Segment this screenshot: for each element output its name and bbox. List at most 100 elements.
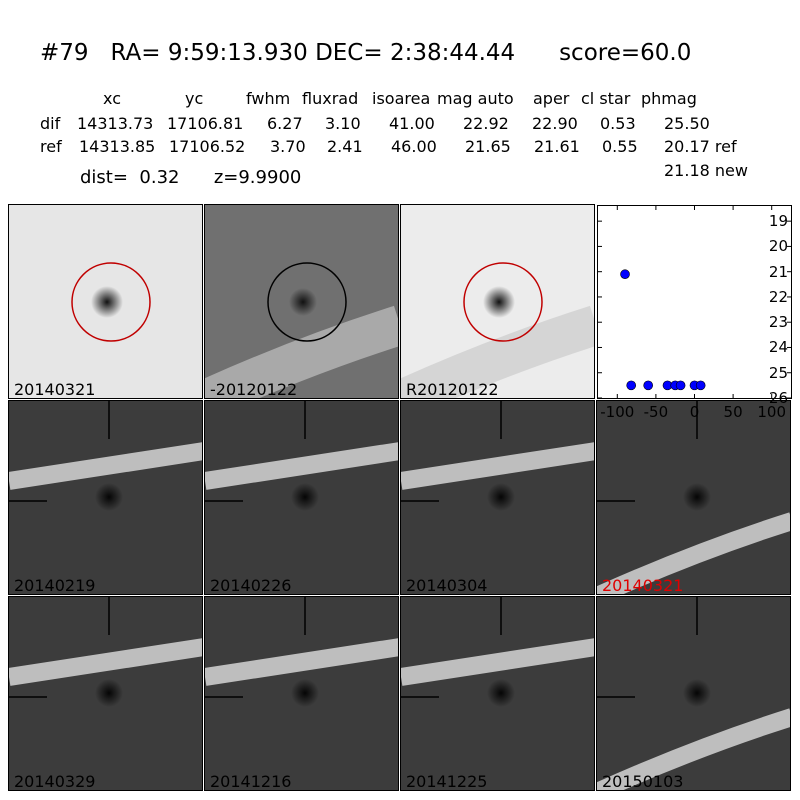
- panel-date-label: 20140329: [14, 772, 96, 791]
- dif-yc: 17106.81: [167, 114, 244, 133]
- panel-date-label: 20150103: [602, 772, 684, 791]
- galaxy-band: [205, 442, 398, 490]
- source-blob: [95, 483, 123, 511]
- galaxy-band: [9, 442, 202, 490]
- ref-cl-star: 0.55: [602, 137, 638, 156]
- image-panel: 20150103: [596, 596, 791, 791]
- panel-date-label: 20141216: [210, 772, 292, 791]
- y-tick-label: 21: [768, 262, 788, 281]
- cutout-image: [205, 262, 398, 398]
- col-cl-star: cl star: [581, 89, 631, 108]
- cutout-image: [401, 597, 594, 707]
- image-panel: 20140329: [8, 596, 203, 791]
- source-blob: [683, 679, 711, 707]
- dif-fluxrad: 3.10: [325, 114, 361, 133]
- ref-mag-auto: 21.65: [465, 137, 511, 156]
- source-blob: [289, 288, 317, 316]
- col-isoarea: isoarea: [372, 89, 431, 108]
- data-point: [695, 380, 706, 391]
- galaxy-band: [597, 512, 790, 594]
- ref-isoarea: 46.00: [391, 137, 437, 156]
- lightcurve-plot: [597, 205, 792, 399]
- cutout-image: [597, 597, 790, 790]
- y-tick-label: 25: [768, 363, 788, 382]
- source-blob: [95, 679, 123, 707]
- y-tick-label: 24: [768, 338, 788, 357]
- dif-cl-star: 0.53: [600, 114, 636, 133]
- source-blob: [487, 679, 515, 707]
- aperture-circle: [71, 262, 151, 342]
- col-aper: aper: [533, 89, 570, 108]
- y-tick-label: 23: [768, 313, 788, 332]
- col-fwhm: fwhm: [246, 89, 291, 108]
- galaxy-band: [9, 638, 202, 686]
- lightcurve-svg: [598, 206, 791, 399]
- dif-aper: 22.90: [532, 114, 578, 133]
- x-tick-label: -50: [643, 403, 669, 421]
- dif-fwhm: 6.27: [267, 114, 303, 133]
- image-panel: -20120122: [204, 204, 399, 399]
- source-blob: [483, 286, 515, 318]
- image-panel: 20140226: [204, 400, 399, 595]
- data-point: [620, 269, 630, 280]
- cutout-image: [9, 597, 202, 707]
- dif-phmag: 25.50: [664, 114, 710, 133]
- cutout-image: [9, 401, 202, 511]
- cutout-image: [401, 262, 594, 398]
- dif-isoarea: 41.00: [389, 114, 435, 133]
- row-label-ref: ref: [40, 137, 62, 156]
- col-fluxrad: fluxrad: [302, 89, 359, 108]
- x-tick-label: 0: [689, 403, 700, 421]
- col-phmag: phmag: [641, 89, 697, 108]
- panel-date-label: -20120122: [210, 380, 298, 399]
- aperture-circle: [463, 262, 543, 342]
- cutout-image: [205, 401, 398, 511]
- ref-fwhm: 3.70: [270, 137, 306, 156]
- ref-yc: 17106.52: [169, 137, 246, 156]
- cutout-image: [597, 401, 790, 594]
- image-panel: 20140219: [8, 400, 203, 595]
- aperture-circle: [267, 262, 347, 342]
- panel-date-label: 20140226: [210, 576, 292, 595]
- panel-date-label: 20140219: [14, 576, 96, 595]
- image-panel: 20141225: [400, 596, 595, 791]
- source-blob: [291, 679, 319, 707]
- galaxy-band: [401, 305, 594, 398]
- cutout-image: [205, 597, 398, 707]
- candidate-title: #79 RA= 9:59:13.930 DEC= 2:38:44.44 scor…: [40, 40, 692, 66]
- ref-aper: 21.61: [534, 137, 580, 156]
- image-panel: 20140304: [400, 400, 595, 595]
- dif-mag-auto: 22.92: [463, 114, 509, 133]
- x-tick-label: 50: [723, 403, 743, 421]
- row-label-dif: dif: [40, 114, 61, 133]
- dist-line: dist= 0.32 z=9.9900: [80, 167, 302, 188]
- image-panel: 20141216: [204, 596, 399, 791]
- new-mag: 21.18 new: [664, 161, 748, 180]
- ref-xc: 14313.85: [79, 137, 156, 156]
- panel-date-label: 20140321: [14, 380, 96, 399]
- source-blob: [291, 483, 319, 511]
- ref-phmag: 20.17 ref: [664, 137, 737, 156]
- data-point: [643, 380, 653, 391]
- image-panel: 20140321: [596, 400, 791, 595]
- cutout-image: [71, 262, 151, 342]
- panel-date-label: 20141225: [406, 772, 488, 791]
- cutout-image: [401, 401, 594, 511]
- panel-date-label: 20140304: [406, 576, 488, 595]
- col-mag-auto: mag auto: [437, 89, 514, 108]
- source-blob: [683, 483, 711, 511]
- y-tick-label: 19: [768, 212, 788, 231]
- x-tick-label: -100: [600, 403, 635, 421]
- col-yc: yc: [185, 89, 204, 108]
- col-xc: xc: [103, 89, 121, 108]
- data-point: [626, 380, 636, 391]
- galaxy-band: [401, 638, 594, 686]
- source-blob: [91, 286, 123, 318]
- galaxy-band: [401, 442, 594, 490]
- y-tick-label: 22: [768, 287, 788, 306]
- dif-xc: 14313.73: [77, 114, 154, 133]
- y-tick-label: 20: [768, 237, 788, 256]
- data-point: [675, 380, 686, 391]
- galaxy-band: [597, 708, 790, 790]
- y-tick-label: 26: [768, 389, 788, 407]
